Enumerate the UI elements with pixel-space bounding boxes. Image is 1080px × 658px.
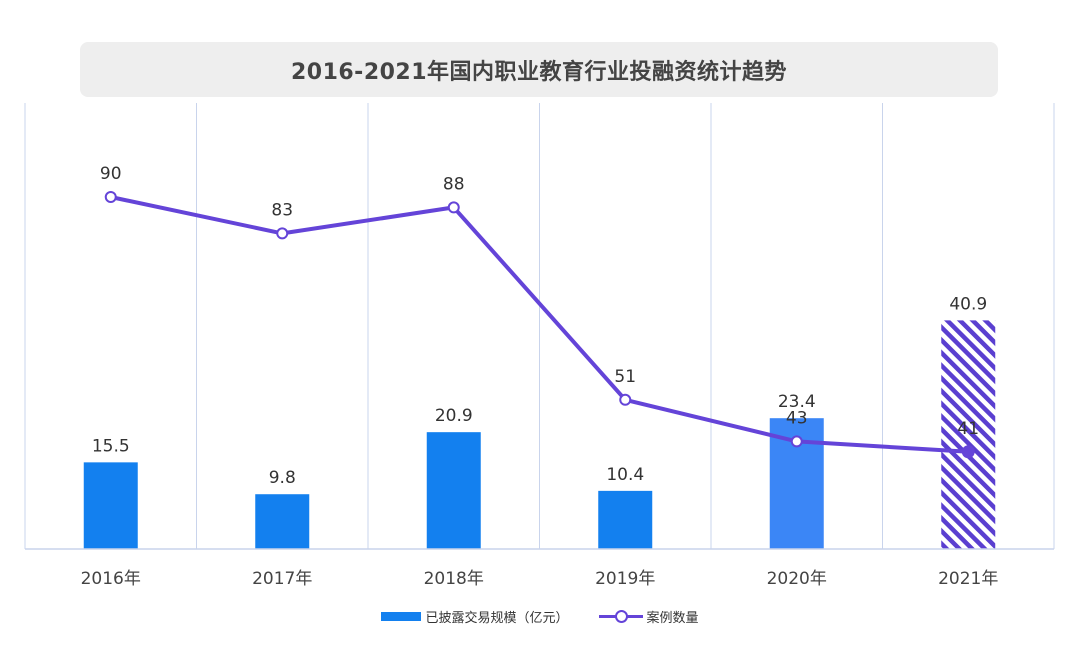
legend-item-bar[interactable]: 已披露交易规模（亿元） [381,607,569,626]
legend-bar-swatch [381,611,422,621]
bar-value-label: 10.4 [606,465,644,485]
bar-2017年[interactable] [255,494,310,549]
line-value-label: 83 [271,200,293,220]
bar-2021年[interactable] [941,320,996,549]
bar-value-label: 40.9 [949,294,987,314]
legend-item-line[interactable]: 案例数量 [598,607,699,626]
line-value-label: 90 [100,164,122,184]
bar-value-label: 9.8 [269,468,296,488]
data-labels: 15.5 9.8 20.9 10.4 23.4 40.9 90 83 88 51 43 41 [92,164,987,488]
line-point-2018年[interactable] [447,201,460,214]
line-value-label: 43 [786,408,808,428]
line-point-2017年[interactable] [276,227,289,240]
chart-title: 2016-2021年国内职业教育行业投融资统计趋势 [80,42,998,97]
grid-lines [24,103,1055,549]
line-value-label: 51 [614,367,636,387]
line-point-2020年[interactable] [790,435,803,448]
legend-line-swatch [598,610,643,623]
x-tick-label: 2018年 [424,569,484,589]
bar-2018年[interactable] [426,432,481,549]
bar-value-label: 23.4 [778,392,816,412]
bar-2019年[interactable] [598,490,653,549]
x-tick-label: 2019年 [595,569,655,589]
legend-bar-label: 已披露交易规模（亿元） [425,610,569,626]
bar-value-label: 15.5 [92,436,130,456]
x-tick-label: 2020年 [767,569,827,589]
line-point-2019年[interactable] [619,393,632,406]
line-point-2016年[interactable] [104,191,117,203]
line-value-label: 88 [443,174,465,194]
line-value-label: 41 [957,419,979,439]
line-series [104,191,975,459]
bar-2016年[interactable] [83,462,138,549]
line-path [110,195,969,454]
x-axis: 2016年 2017年 2018年 2019年 2020年 2021年 [25,548,1054,589]
line-point-2021年[interactable] [961,445,975,459]
bar-value-label: 20.9 [435,406,473,426]
x-tick-label: 2016年 [81,569,141,589]
x-tick-label: 2021年 [938,569,998,589]
legend: 已披露交易规模（亿元） 案例数量 [0,604,1080,628]
legend-line-label: 案例数量 [646,610,699,626]
x-tick-label: 2017年 [252,569,312,589]
